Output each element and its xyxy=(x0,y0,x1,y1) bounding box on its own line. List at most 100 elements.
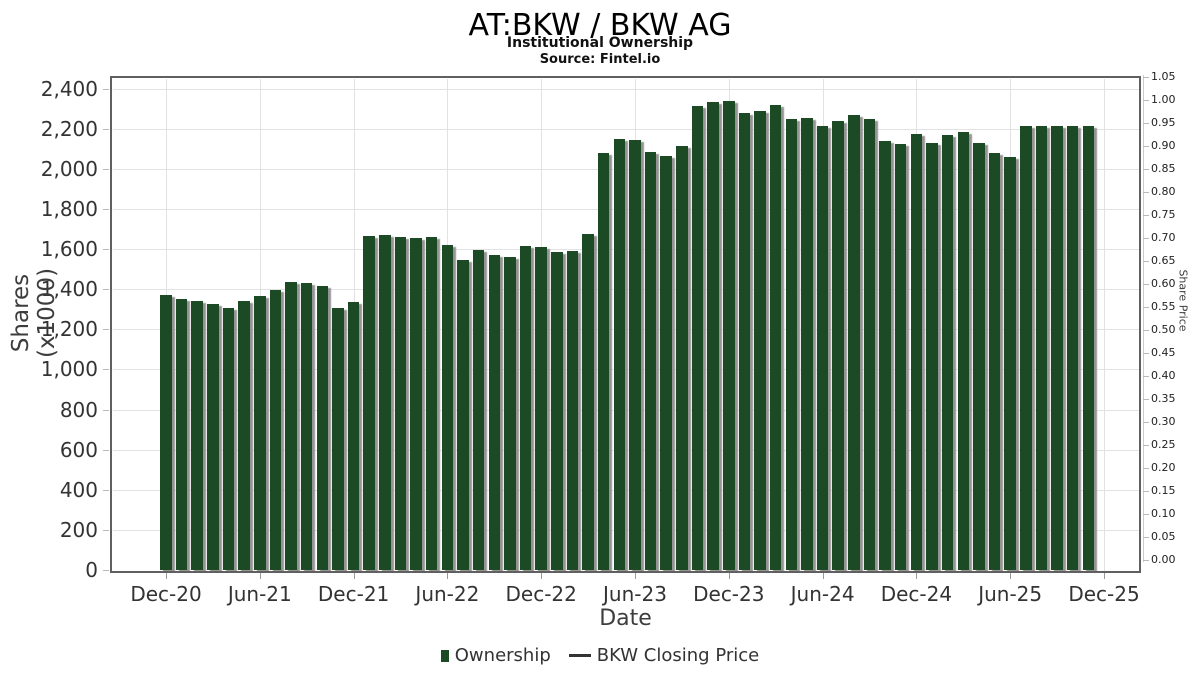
right-axis-tick xyxy=(1143,283,1149,285)
ownership-bar[interactable] xyxy=(285,281,297,570)
ownership-bar[interactable] xyxy=(191,300,203,570)
ownership-bar[interactable] xyxy=(801,117,813,570)
ownership-bar[interactable] xyxy=(785,118,798,570)
ownership-bar[interactable] xyxy=(582,234,594,570)
horizontal-gridline xyxy=(113,128,1139,130)
ownership-bar[interactable] xyxy=(769,104,782,570)
ownership-bar[interactable] xyxy=(973,143,985,570)
ownership-bar[interactable] xyxy=(1051,126,1063,570)
ownership-bar[interactable] xyxy=(425,236,438,570)
right-axis-tick-label: 1.00 xyxy=(1151,92,1176,106)
vertical-gridline xyxy=(1104,79,1105,571)
ownership-bar[interactable] xyxy=(676,146,688,570)
ownership-bar[interactable] xyxy=(566,251,579,570)
ownership-bar[interactable] xyxy=(519,246,532,570)
left-axis-tick-label: 2,000 xyxy=(40,156,98,181)
right-axis-tick-label: 0.00 xyxy=(1151,552,1176,566)
ownership-bar[interactable] xyxy=(363,235,375,570)
right-axis-tick-label: 0.10 xyxy=(1151,506,1176,520)
ownership-bar[interactable] xyxy=(879,141,891,570)
x-axis-tick xyxy=(635,573,636,579)
ownership-bar[interactable] xyxy=(457,259,469,570)
ownership-bar[interactable] xyxy=(1035,126,1048,570)
ownership-bar[interactable] xyxy=(394,236,407,570)
ownership-bar[interactable] xyxy=(332,308,344,570)
chart-source: Source: Fintel.io xyxy=(539,52,661,67)
horizontal-gridline xyxy=(113,409,1139,411)
left-axis-tick-label: 800 xyxy=(59,397,98,422)
right-axis-tick xyxy=(1143,99,1149,101)
ownership-bar[interactable] xyxy=(629,140,641,570)
x-axis-tick xyxy=(259,573,261,579)
right-axis-tick-label: 0.75 xyxy=(1151,207,1176,221)
right-axis-tick-label: 0.90 xyxy=(1151,138,1176,152)
right-axis-tick xyxy=(1143,145,1149,147)
ownership-bar[interactable] xyxy=(848,115,860,570)
horizontal-gridline xyxy=(113,329,1139,331)
right-axis-tick-label: 0.35 xyxy=(1151,391,1176,405)
ownership-bar[interactable] xyxy=(941,134,954,570)
left-axis-tick xyxy=(103,449,109,451)
ownership-bar[interactable] xyxy=(175,299,188,570)
left-axis-tick xyxy=(103,168,109,170)
ownership-bar[interactable] xyxy=(832,121,844,570)
ownership-bar[interactable] xyxy=(723,100,735,570)
chart-subtitle: Institutional Ownership xyxy=(506,35,694,51)
left-axis-tick-label: 1,000 xyxy=(40,357,98,382)
ownership-bar[interactable] xyxy=(379,235,391,570)
ownership-bar[interactable] xyxy=(597,152,610,570)
ownership-bar[interactable] xyxy=(238,301,250,570)
right-axis-tick xyxy=(1143,467,1149,469)
right-axis-tick xyxy=(1143,168,1149,170)
ownership-bar[interactable] xyxy=(754,111,766,570)
ownership-bar[interactable] xyxy=(222,307,235,570)
ownership-bar[interactable] xyxy=(613,138,626,570)
right-axis-tick xyxy=(1143,214,1149,216)
ownership-bar[interactable] xyxy=(894,143,907,570)
horizontal-gridline xyxy=(113,489,1139,491)
x-axis-tick-label: Dec-20 xyxy=(130,582,202,606)
ownership-bar[interactable] xyxy=(1020,126,1032,570)
ownership-bar[interactable] xyxy=(863,118,876,570)
ownership-bar[interactable] xyxy=(269,289,282,570)
ownership-bar[interactable] xyxy=(910,134,923,570)
ownership-bar[interactable] xyxy=(1004,157,1016,570)
ownership-bar[interactable] xyxy=(488,254,500,570)
horizontal-gridline xyxy=(113,529,1139,531)
x-axis-tick xyxy=(822,573,824,579)
ownership-bar[interactable] xyxy=(926,142,938,570)
ownership-bar[interactable] xyxy=(300,282,313,570)
ownership-bar[interactable] xyxy=(472,250,485,570)
ownership-bar[interactable] xyxy=(254,296,266,570)
right-axis-tick xyxy=(1143,306,1149,308)
legend-item-closing-price[interactable]: BKW Closing Price xyxy=(568,645,759,666)
x-axis-tick xyxy=(447,573,449,579)
ownership-bar[interactable] xyxy=(644,152,657,570)
x-axis-tick-label: Jun-21 xyxy=(227,582,292,606)
left-axis-tick-label: 1,200 xyxy=(40,317,98,342)
left-axis-tick-label: 400 xyxy=(59,477,98,502)
ownership-bar[interactable] xyxy=(316,286,329,570)
ownership-bar[interactable] xyxy=(160,294,172,570)
horizontal-gridline xyxy=(113,289,1139,291)
ownership-bar[interactable] xyxy=(707,102,719,570)
right-axis-tick-label: 0.55 xyxy=(1151,299,1176,313)
ownership-bar[interactable] xyxy=(816,126,829,570)
ownership-bar[interactable] xyxy=(207,303,219,570)
ownership-bar[interactable] xyxy=(988,153,1001,570)
legend-item-ownership[interactable]: Ownership xyxy=(440,645,551,666)
ownership-bar[interactable] xyxy=(738,113,751,570)
ownership-bar[interactable] xyxy=(1082,125,1095,570)
ownership-bar[interactable] xyxy=(957,131,969,570)
ownership-bar[interactable] xyxy=(410,237,422,570)
ownership-bar[interactable] xyxy=(551,252,563,570)
ownership-bar[interactable] xyxy=(441,245,454,570)
ownership-bar[interactable] xyxy=(691,106,704,570)
ownership-bar[interactable] xyxy=(660,155,672,570)
ownership-bar[interactable] xyxy=(347,301,360,570)
ownership-bar[interactable] xyxy=(1066,125,1079,570)
ownership-bar[interactable] xyxy=(535,246,547,570)
left-axis-tick xyxy=(103,409,109,411)
x-axis-tick-label: Dec-25 xyxy=(1068,582,1140,606)
ownership-bar[interactable] xyxy=(504,257,516,570)
